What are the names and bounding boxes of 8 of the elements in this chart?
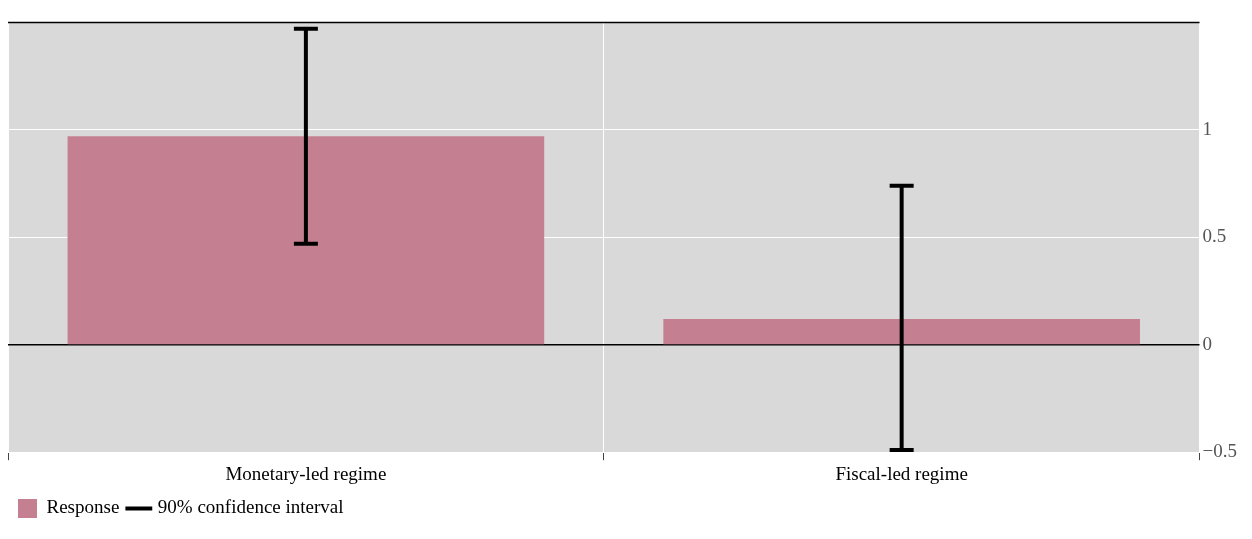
x-tick-label: Fiscal-led regime xyxy=(835,462,968,484)
legend-label: Response xyxy=(46,496,120,518)
x-tick-label: Monetary-led regime xyxy=(225,462,387,484)
y-tick-label: 1 xyxy=(1202,117,1213,139)
y-tick-label: 0.5 xyxy=(1202,225,1227,247)
y-tick-label: −0.5 xyxy=(1202,440,1237,462)
text: 90% confidence interval xyxy=(157,496,344,518)
y-tick-label: 0 xyxy=(1202,332,1213,354)
